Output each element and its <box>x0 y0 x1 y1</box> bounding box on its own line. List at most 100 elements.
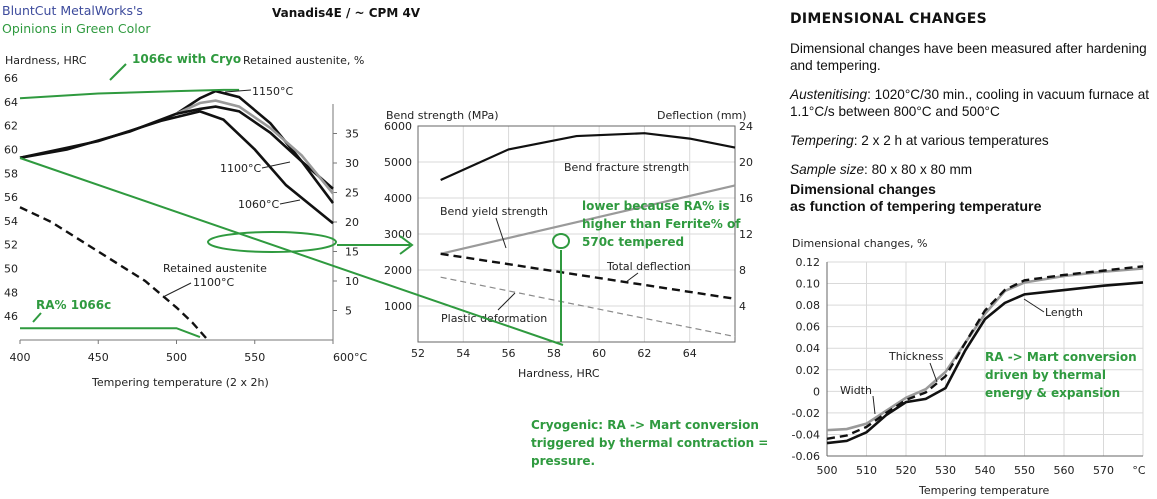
label-bend-yield: Bend yield strength <box>440 205 548 218</box>
dim-y-tick-label: 0.04 <box>796 342 821 355</box>
annotation-ra-mart-line2: driven by thermal <box>985 368 1106 382</box>
x-axis-title: Tempering temperature (2 x 2h) <box>91 376 269 389</box>
hardness-series-5 <box>19 88 240 100</box>
leader-total-deflection <box>625 272 639 283</box>
x-tick-label: 600°C <box>333 351 367 364</box>
bend-x-tick-label: 62 <box>637 347 651 360</box>
y-axis-title: Hardness, HRC <box>5 54 87 67</box>
leader-1100c <box>261 161 291 169</box>
y-tick-label: 60 <box>4 143 18 156</box>
sample-size-paragraph: Sample size: 80 x 80 x 80 mm <box>790 161 1150 178</box>
bend-y2-tick-label: 8 <box>739 264 746 277</box>
y-tick-label: 48 <box>4 286 18 299</box>
label-plastic-deformation: Plastic deformation <box>441 312 547 325</box>
label-ra-1100c: 1100°C <box>193 276 234 289</box>
austenitising-text: : 1020°C/30 min., cooling in vacuum furn… <box>790 87 1150 119</box>
y-tick-label: 62 <box>4 120 18 133</box>
dim-y-axis-title: Dimensional changes, % <box>792 237 927 250</box>
y2-tick-label: 20 <box>345 216 359 229</box>
sample-size-text: : 80 x 80 x 80 mm <box>864 162 973 177</box>
tempering-text: : 2 x 2 h at various temperatures <box>853 133 1049 148</box>
y2-tick-label: 35 <box>345 128 359 141</box>
brand-line-2: Opinions in Green Color <box>2 21 151 36</box>
bend-y-tick-label: 5000 <box>384 156 412 169</box>
austenitising-label: Austenitising <box>790 87 868 102</box>
x-tick-label: 400 <box>10 351 31 364</box>
leader-thickness <box>929 362 938 383</box>
dim-x-tick-label: 540 <box>975 464 996 477</box>
annotation-ra-leader <box>32 312 42 323</box>
dim-y-tick-label: -0.06 <box>792 450 820 463</box>
label-1150c: 1150°C <box>252 85 293 98</box>
dim-x-tick-label: 550 <box>1014 464 1035 477</box>
bend-series-2 <box>440 252 736 300</box>
dim-chart-heading-line2: as function of tempering temperature <box>790 199 1042 215</box>
annotation-ra-mart-line3: energy & expansion <box>985 386 1120 400</box>
dim-x-axis-title: Tempering temperature <box>918 484 1049 497</box>
dim-series-2 <box>826 281 1144 445</box>
dim-y-tick-label: -0.02 <box>792 407 820 420</box>
bend-series-0 <box>440 132 736 182</box>
x-tick-label: 550 <box>244 351 265 364</box>
bend-x-tick-label: 54 <box>456 347 470 360</box>
bend-x-tick-label: 56 <box>502 347 516 360</box>
bend-x-tick-label: 52 <box>411 347 425 360</box>
y-tick-label: 66 <box>4 72 18 85</box>
label-1060c: 1060°C <box>238 198 279 211</box>
annotation-small-circle <box>552 233 570 249</box>
bend-x-tick-label: 60 <box>592 347 606 360</box>
dim-x-tick-label: 570 <box>1093 464 1114 477</box>
label-width: Width <box>840 384 872 397</box>
green-annotations: 1066c with Cryo RA% 1066c lower because RA… <box>19 52 1137 468</box>
dim-y-tick-label: 0 <box>813 385 820 398</box>
dim-chart-heading-line1: Dimensional changes <box>790 182 936 198</box>
y2-tick-label: 30 <box>345 157 359 170</box>
hardness-series-3 <box>19 109 334 225</box>
annotation-lower-line2: higher than Ferrite% of <box>582 217 741 231</box>
annotation-ellipse <box>207 231 337 253</box>
dim-y-tick-label: 0.06 <box>796 321 821 334</box>
annotation-lower-line3: 570c tempered <box>582 235 684 249</box>
y-tick-label: 50 <box>4 263 18 276</box>
hardness-series-4 <box>19 206 209 341</box>
label-thickness: Thickness <box>888 350 944 363</box>
bend-y2-tick-label: 12 <box>739 228 753 241</box>
bend-y-tick-label: 2000 <box>384 264 412 277</box>
leader-length <box>1023 298 1045 313</box>
annotation-cryo-leader <box>109 63 127 81</box>
y-tick-label: 46 <box>4 310 18 323</box>
annotation-lower-line1: lower because RA% is <box>582 199 730 213</box>
dim-chart-heading: Dimensional changes as function of temper… <box>790 182 1150 216</box>
y-tick-label: 56 <box>4 191 18 204</box>
annotation-arrow-head <box>399 235 414 255</box>
intro-paragraph: Dimensional changes have been measured a… <box>790 41 1147 73</box>
dim-x-tick-label: 510 <box>856 464 877 477</box>
dim-x-tick-label: 520 <box>896 464 917 477</box>
leader-plastic <box>497 292 516 311</box>
dim-y-tick-label: -0.04 <box>792 428 820 441</box>
y2-axis-title: Retained austenite, % <box>243 54 364 67</box>
sample-size-label: Sample size <box>790 162 865 177</box>
bend-y2-tick-label: 4 <box>739 300 746 313</box>
bend-y-axis-title: Bend strength (MPa) <box>386 109 499 122</box>
bend-series-3 <box>440 276 736 338</box>
bend-y-tick-label: 4000 <box>384 192 412 205</box>
dim-x-tick-label: 500 <box>817 464 838 477</box>
label-bend-fracture: Bend fracture strength <box>564 161 689 174</box>
bend-y-tick-label: 3000 <box>384 228 412 241</box>
dim-x-tick-label: 530 <box>935 464 956 477</box>
bend-chart: 1000 2000 3000 4000 5000 6000 4 8 12 16 20 24 52 54 56… <box>384 109 753 380</box>
annotation-ra-1066: RA% 1066c <box>36 298 111 312</box>
annotation-cryo-1066: 1066c with Cryo <box>132 52 241 66</box>
y2-tick-label: 15 <box>345 246 359 259</box>
bend-frame <box>417 125 736 343</box>
bend-x-tick-label: 58 <box>547 347 561 360</box>
dimensional-chart: -0.06 -0.04 -0.02 0 0.02 0.04 0.06 0.08 0.10 0.12… <box>792 237 1146 497</box>
hardness-series-1 <box>175 99 335 195</box>
dim-y-tick-label: 0.10 <box>796 278 821 291</box>
bend-x-tick-label: 64 <box>683 347 697 360</box>
x-tick-label: 450 <box>88 351 109 364</box>
brand-line-1: BluntCut MetalWorks's <box>2 3 143 18</box>
dim-x-tick-label: °C <box>1132 464 1146 477</box>
